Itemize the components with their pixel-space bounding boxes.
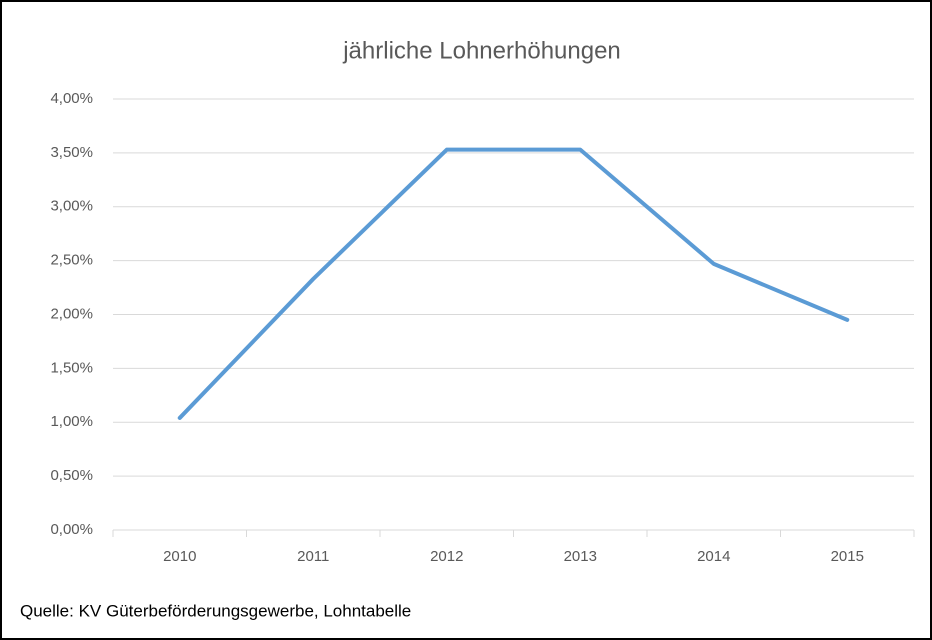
y-tick-label: 3,00% <box>50 198 93 215</box>
x-tick-label: 2015 <box>831 548 864 565</box>
chart-title: jährliche Lohnerhöhungen <box>342 37 621 64</box>
y-tick-label: 2,00% <box>50 305 93 322</box>
x-tick-label: 2010 <box>163 548 196 565</box>
y-tick-label: 1,50% <box>50 359 93 376</box>
y-tick-label: 2,50% <box>50 252 93 269</box>
y-tick-label: 0,00% <box>50 521 93 538</box>
x-tick-label: 2011 <box>297 548 329 565</box>
y-tick-label: 0,50% <box>50 467 93 484</box>
x-tick-label: 2012 <box>430 548 463 565</box>
x-tick-label: 2014 <box>697 548 730 565</box>
y-tick-label: 3,50% <box>50 144 93 161</box>
data-line <box>177 147 850 420</box>
x-tick-label: 2013 <box>564 548 597 565</box>
y-tick-label: 4,00% <box>50 90 93 107</box>
y-tick-label: 1,00% <box>50 413 93 430</box>
source-note: Quelle: KV Güterbeförderungsgewerbe, Loh… <box>20 601 411 620</box>
